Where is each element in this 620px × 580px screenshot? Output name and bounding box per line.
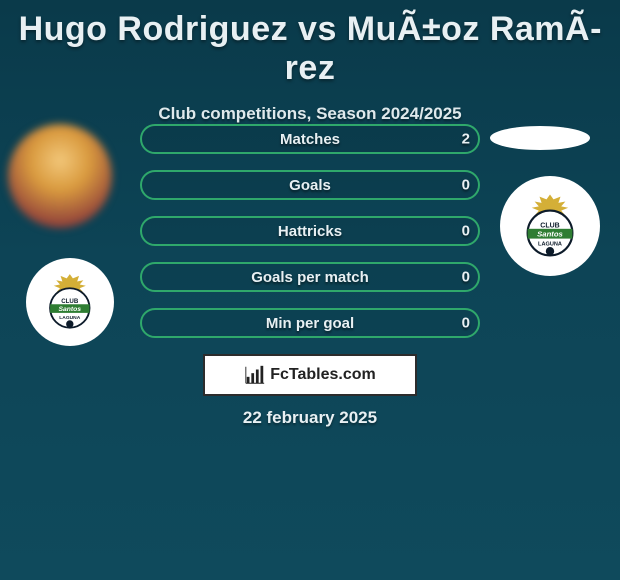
- stat-label: Goals: [289, 177, 331, 194]
- stat-value-left: 0: [462, 315, 470, 332]
- stat-row-goals-per-match: Goals per match 0: [140, 262, 480, 292]
- stat-label: Matches: [280, 131, 340, 148]
- stat-label: Hattricks: [278, 223, 342, 240]
- stat-label: Min per goal: [266, 315, 354, 332]
- svg-text:Santos: Santos: [537, 230, 563, 239]
- player-avatar-left: [8, 124, 112, 228]
- player-avatar-right-placeholder: [490, 126, 590, 150]
- santos-laguna-crest-icon: CLUB Santos LAGUNA: [39, 271, 101, 333]
- svg-text:CLUB: CLUB: [61, 298, 79, 305]
- date-text: 22 february 2025: [0, 408, 620, 428]
- stat-value-left: 0: [462, 177, 470, 194]
- santos-laguna-crest-icon: CLUB Santos LAGUNA: [515, 191, 585, 261]
- stat-value-left: 2: [462, 131, 470, 148]
- stat-row-hattricks: Hattricks 0: [140, 216, 480, 246]
- page-title: Hugo Rodriguez vs MuÃ±oz RamÃ­rez: [0, 0, 620, 88]
- stat-value-left: 0: [462, 269, 470, 286]
- stat-value-left: 0: [462, 223, 470, 240]
- stat-row-min-per-goal: Min per goal 0: [140, 308, 480, 338]
- footer-brand-text: FcTables.com: [270, 366, 376, 384]
- footer-brand-box[interactable]: FcTables.com: [203, 354, 417, 396]
- svg-text:LAGUNA: LAGUNA: [538, 242, 562, 248]
- svg-text:LAGUNA: LAGUNA: [60, 315, 81, 321]
- stats-panel: Matches 2 Goals 0 Hattricks 0 Goals per …: [140, 124, 480, 354]
- stat-label: Goals per match: [251, 269, 369, 286]
- subtitle: Club competitions, Season 2024/2025: [0, 104, 620, 124]
- stat-row-matches: Matches 2: [140, 124, 480, 154]
- stat-row-goals: Goals 0: [140, 170, 480, 200]
- club-badge-right: CLUB Santos LAGUNA: [500, 176, 600, 276]
- club-badge-left: CLUB Santos LAGUNA: [26, 258, 114, 346]
- bar-chart-icon: [244, 364, 266, 386]
- svg-text:Santos: Santos: [59, 306, 82, 313]
- svg-text:CLUB: CLUB: [540, 222, 559, 229]
